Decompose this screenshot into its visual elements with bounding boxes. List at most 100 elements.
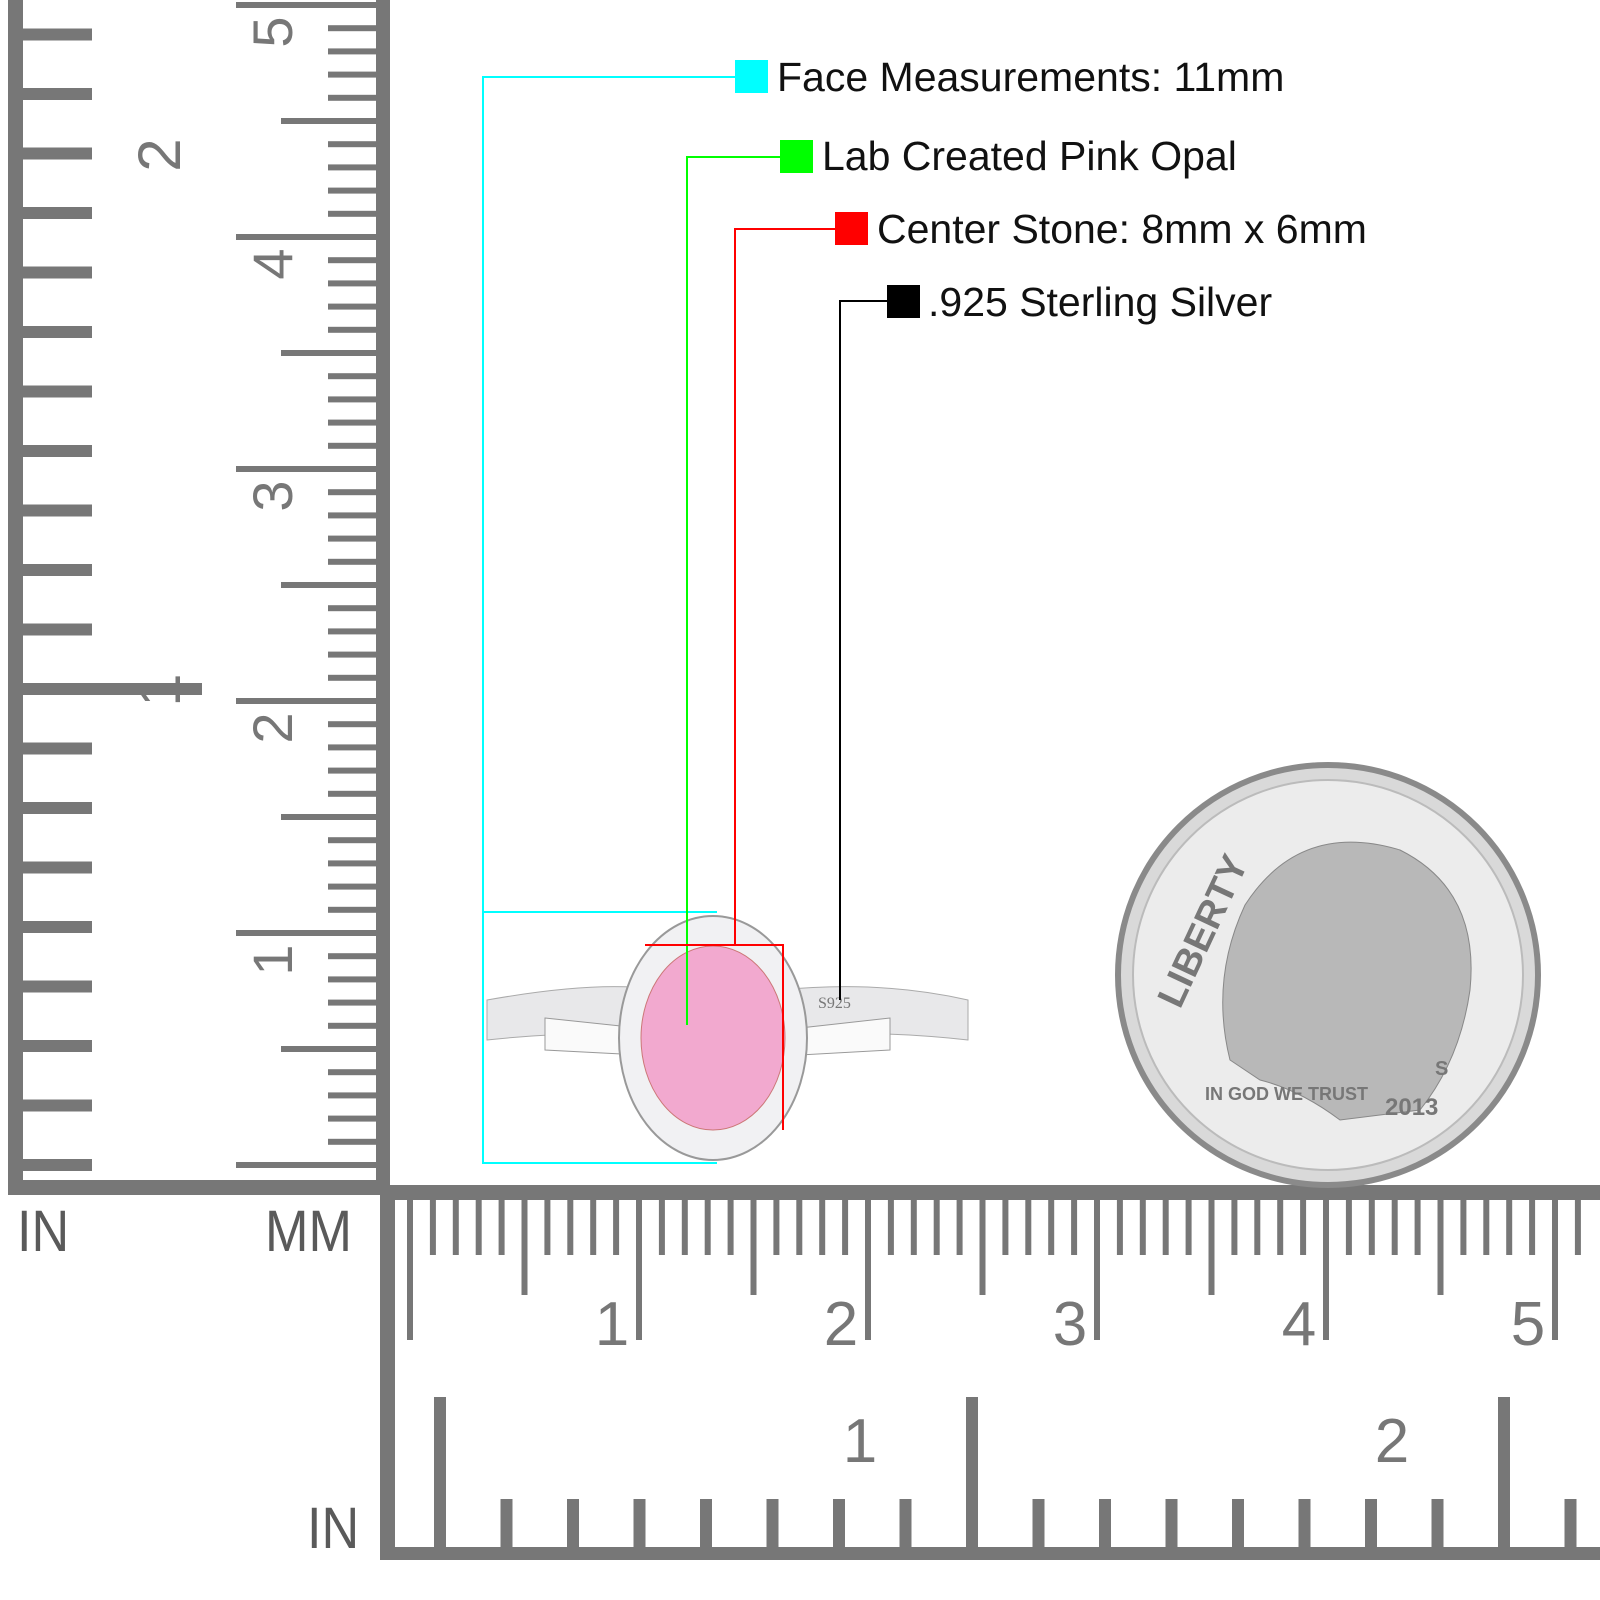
mm-tick — [328, 558, 376, 565]
mm-tick — [328, 257, 376, 264]
mm-tick — [979, 1200, 986, 1295]
mm-tick — [681, 1200, 688, 1255]
cyan-swatch — [735, 60, 768, 93]
mm-tick — [328, 860, 376, 867]
mm-tick — [544, 1200, 551, 1255]
mm-tick — [1139, 1200, 1146, 1255]
black-swatch — [887, 285, 920, 318]
red-swatch — [835, 212, 868, 245]
stone-type-label: Lab Created Pink Opal — [822, 133, 1237, 179]
mm-tick — [328, 1022, 376, 1029]
mm-tick — [1116, 1200, 1123, 1255]
dime-coin: LIBERTY IN GOD WE TRUST 2013 S — [1115, 762, 1541, 1188]
inch-tick — [700, 1499, 712, 1547]
mm-tick — [1483, 1200, 1490, 1255]
silver-stamp: S925 — [818, 995, 851, 1012]
mm-tick — [328, 999, 376, 1006]
horizontal-inch-unit: IN — [307, 1496, 360, 1561]
mm-tick — [328, 1138, 376, 1145]
mm-tick — [865, 1200, 871, 1340]
mm-tick — [1345, 1200, 1352, 1255]
mm-tick — [727, 1200, 734, 1255]
mm-tick — [328, 883, 376, 890]
mm-tick — [704, 1200, 711, 1255]
inch-label: 2 — [126, 138, 193, 171]
inch-tick — [22, 564, 92, 576]
ruler-edge — [376, 0, 390, 1195]
inch-tick — [22, 802, 92, 814]
mm-tick — [281, 582, 376, 588]
mm-tick — [636, 1200, 642, 1340]
silver-leader-line — [839, 300, 889, 1000]
center-stone-box-line — [645, 944, 784, 1130]
mm-tick — [328, 141, 376, 148]
mm-tick — [328, 303, 376, 310]
inch-tick — [22, 147, 92, 160]
mm-tick — [236, 466, 376, 472]
cm-label: 1 — [595, 1290, 629, 1359]
inch-tick — [22, 861, 92, 874]
mm-tick — [328, 1092, 376, 1099]
mm-tick — [328, 605, 376, 612]
cm-label: 2 — [824, 1290, 858, 1359]
mm-tick — [328, 396, 376, 403]
inch-label: 2 — [1375, 1407, 1409, 1476]
mm-tick — [1300, 1200, 1307, 1255]
coin-mint-mark: S — [1435, 1058, 1448, 1080]
mm-tick — [328, 651, 376, 658]
inch-tick — [22, 326, 92, 338]
inch-tick — [1365, 1499, 1377, 1547]
coin-year-text: 2013 — [1385, 1094, 1438, 1121]
mm-tick — [1323, 1200, 1329, 1340]
face-measurement-line — [482, 76, 737, 1164]
mm-tick — [328, 94, 376, 101]
inch-tick — [22, 683, 202, 695]
mm-tick — [236, 234, 376, 240]
mm-tick — [613, 1200, 620, 1255]
mm-tick — [910, 1200, 917, 1255]
inch-tick — [899, 1499, 912, 1547]
mm-tick — [328, 48, 376, 55]
ruler-edge — [8, 0, 23, 1195]
inch-tick — [22, 623, 92, 636]
mm-tick — [887, 1200, 894, 1255]
mm-tick — [328, 373, 376, 380]
mm-tick — [590, 1200, 597, 1255]
vertical-inch-unit: IN — [17, 1199, 70, 1264]
mm-tick — [281, 1046, 376, 1052]
horizontal-ruler: 1 2 3 4 5 1 2 — [380, 1185, 1600, 1560]
mm-tick — [328, 906, 376, 913]
inch-tick — [833, 1499, 845, 1547]
inch-tick — [1298, 1499, 1311, 1547]
inch-tick — [1564, 1499, 1577, 1547]
mm-tick — [1025, 1200, 1032, 1255]
mm-tick — [1254, 1200, 1261, 1255]
inch-tick — [22, 28, 92, 41]
mm-tick — [281, 118, 376, 124]
inch-tick — [567, 1499, 579, 1547]
ruler-edge — [380, 1547, 1600, 1560]
mm-tick — [750, 1200, 757, 1295]
cm-label: 1 — [241, 944, 304, 975]
inch-tick — [1032, 1499, 1045, 1547]
mm-tick — [1552, 1200, 1558, 1340]
mm-tick — [281, 814, 376, 820]
ruler-edge — [8, 1180, 390, 1195]
mm-tick — [498, 1200, 505, 1255]
mm-tick — [236, 1162, 376, 1168]
mm-tick — [475, 1200, 482, 1255]
cm-label: 4 — [241, 248, 304, 279]
mm-tick — [328, 1069, 376, 1076]
inch-tick — [966, 1397, 978, 1547]
mm-tick — [328, 71, 376, 78]
opal-leader-line — [686, 156, 782, 1025]
mm-tick — [1231, 1200, 1238, 1255]
mm-tick — [328, 442, 376, 449]
mm-tick — [658, 1200, 665, 1255]
inch-tick — [434, 1397, 446, 1547]
inch-tick — [22, 742, 92, 755]
mm-tick — [328, 164, 376, 171]
mm-tick — [236, 698, 376, 704]
mm-tick — [452, 1200, 459, 1255]
inch-tick — [22, 1159, 92, 1171]
